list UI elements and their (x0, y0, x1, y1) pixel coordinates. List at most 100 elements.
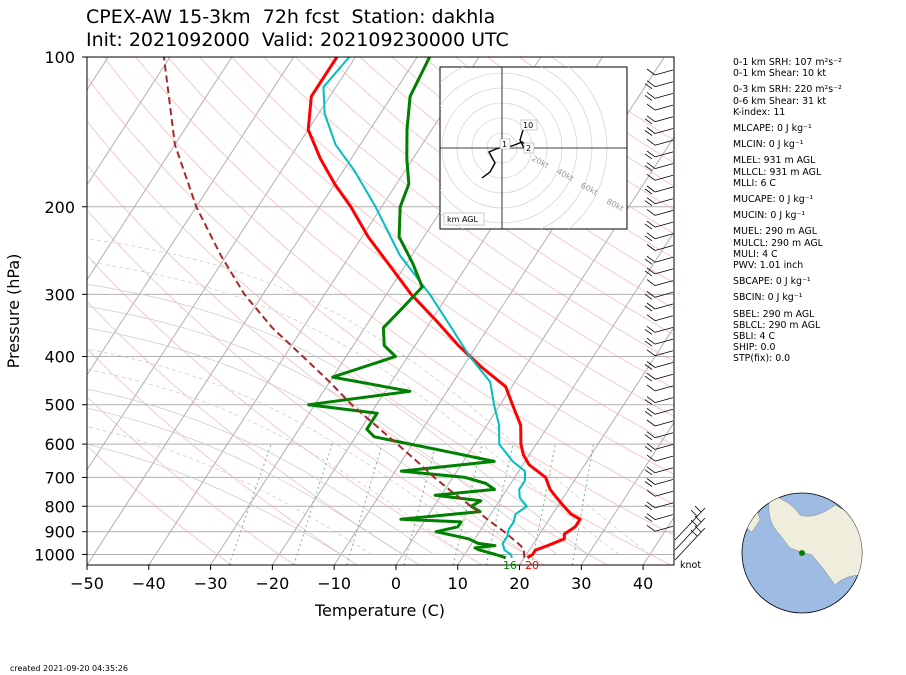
dry-adiabat (87, 120, 671, 565)
wind-barb (644, 92, 674, 101)
wind-barb (644, 220, 674, 230)
moist-adiabat (87, 426, 373, 555)
y-tick-label: 200 (44, 198, 75, 217)
surface-dewpoint-label: 16 (503, 559, 517, 572)
x-tick-label: 40 (633, 574, 653, 593)
x-tick-label: 20 (509, 574, 529, 593)
isotherm-line (148, 57, 480, 565)
wind-barb (644, 127, 674, 136)
index-row: MUCIN: 0 J kg⁻¹ (733, 210, 806, 222)
dry-adiabat (87, 164, 608, 565)
index-row: MLLCL: 931 m AGL (733, 166, 822, 178)
dry-adiabat (87, 445, 232, 565)
wind-barb (644, 361, 674, 370)
chart-subtitle: Init: 2021092000 Valid: 202109230000 UTC (86, 29, 509, 51)
wind-barb (646, 68, 674, 76)
x-tick-label: −30 (194, 574, 228, 593)
dry-adiabat (135, 57, 674, 475)
index-row: MULI: 4 C (733, 248, 778, 260)
x-tick-label: 0 (391, 574, 401, 593)
index-row: K-index: 11 (733, 106, 786, 118)
wind-barb (646, 419, 674, 427)
wind-barb (646, 524, 674, 532)
wind-barb (644, 267, 674, 277)
wind-barb (646, 314, 674, 322)
x-tick-label: −20 (255, 574, 289, 593)
y-axis-label: Pressure (hPa) (4, 254, 23, 369)
index-row: MUCAPE: 0 J kg⁻¹ (733, 194, 814, 206)
wind-barb (646, 489, 674, 497)
index-row: MLCAPE: 0 J kg⁻¹ (733, 123, 812, 135)
dry-adiabat (263, 57, 674, 362)
hodograph-units-label: km AGL (447, 215, 479, 224)
isotherm-line (519, 326, 674, 565)
index-row: SHIP: 0.0 (733, 342, 776, 354)
dry-adiabat (199, 57, 674, 418)
isotherm-line (87, 57, 233, 281)
wind-barb (674, 515, 706, 551)
index-row: MLLI: 6 C (733, 177, 776, 189)
mixing-ratio-line (346, 443, 383, 565)
moist-adiabat (0, 279, 768, 554)
index-row: STP(fix): 0.0 (733, 353, 791, 365)
y-tick-label: 1000 (34, 545, 75, 564)
dry-adiabat (87, 300, 420, 565)
wind-barb (644, 302, 674, 312)
wind-barb (644, 396, 674, 405)
index-row: SBCAPE: 0 J kg⁻¹ (733, 276, 811, 288)
wind-barb (644, 501, 674, 511)
sounding-indices-panel: 0-1 km SRH: 107 m²s⁻² 0-1 km Shear: 10 kt… (733, 57, 842, 365)
y-tick-label: 100 (44, 48, 75, 67)
wind-barb (646, 209, 674, 216)
wind-barb (644, 80, 674, 90)
surface-temperature-label: 20 (525, 559, 539, 572)
index-row: PWV: 1.01 inch (733, 260, 804, 272)
dry-adiabat (103, 57, 674, 505)
dry-adiabat (87, 76, 674, 536)
wind-barb (644, 290, 674, 300)
wind-barb (646, 454, 674, 462)
wind-barb (644, 115, 674, 125)
wind-barb (644, 478, 674, 487)
mixing-ratio-line (452, 443, 483, 565)
index-row: 0-6 km Shear: 31 kt (733, 95, 827, 107)
wind-barb (644, 372, 674, 382)
plot-frame (86, 56, 675, 566)
isotherm-line (457, 231, 674, 565)
wind-barb (644, 407, 674, 417)
x-tick-label: −40 (132, 574, 166, 593)
x-tick-label: 10 (448, 574, 468, 593)
isotherm-line (395, 136, 674, 565)
wind-barb (644, 337, 674, 347)
hodograph-trace (481, 124, 537, 179)
wind-barb (644, 185, 674, 195)
wind-barb (646, 384, 674, 392)
wind-barb (644, 197, 674, 207)
wind-barb (646, 244, 674, 251)
y-tick-label: 300 (44, 285, 75, 304)
wind-barb (644, 466, 674, 476)
index-row: MULCL: 290 m AGL (733, 237, 823, 249)
wind-barb (646, 349, 674, 357)
mixing-ratio-line (531, 444, 556, 565)
wind-barb (644, 513, 674, 522)
dry-adiabat (359, 57, 674, 284)
index-row: SBCIN: 0 J kg⁻¹ (733, 292, 803, 304)
index-row: SBLCL: 290 m AGL (733, 319, 821, 331)
x-tick-label: −10 (317, 574, 351, 593)
wind-barb (646, 279, 674, 286)
moist-adiabat (87, 238, 651, 555)
index-row: 0-1 km Shear: 10 kt (733, 68, 827, 80)
globe-land-africa-europe (768, 494, 862, 586)
y-tick-label: 600 (44, 435, 75, 454)
hodograph-height-label: 10 (523, 121, 533, 130)
mixing-ratio-line (571, 444, 594, 565)
mixing-ratio-line (403, 443, 437, 565)
dry-adiabat (87, 254, 483, 565)
globe-station-marker (799, 550, 805, 556)
wind-barb (674, 525, 706, 561)
parcel-trace (162, 57, 526, 558)
index-row: MUEL: 290 m AGL (733, 226, 817, 238)
hodograph-height-label: 2 (526, 144, 531, 153)
